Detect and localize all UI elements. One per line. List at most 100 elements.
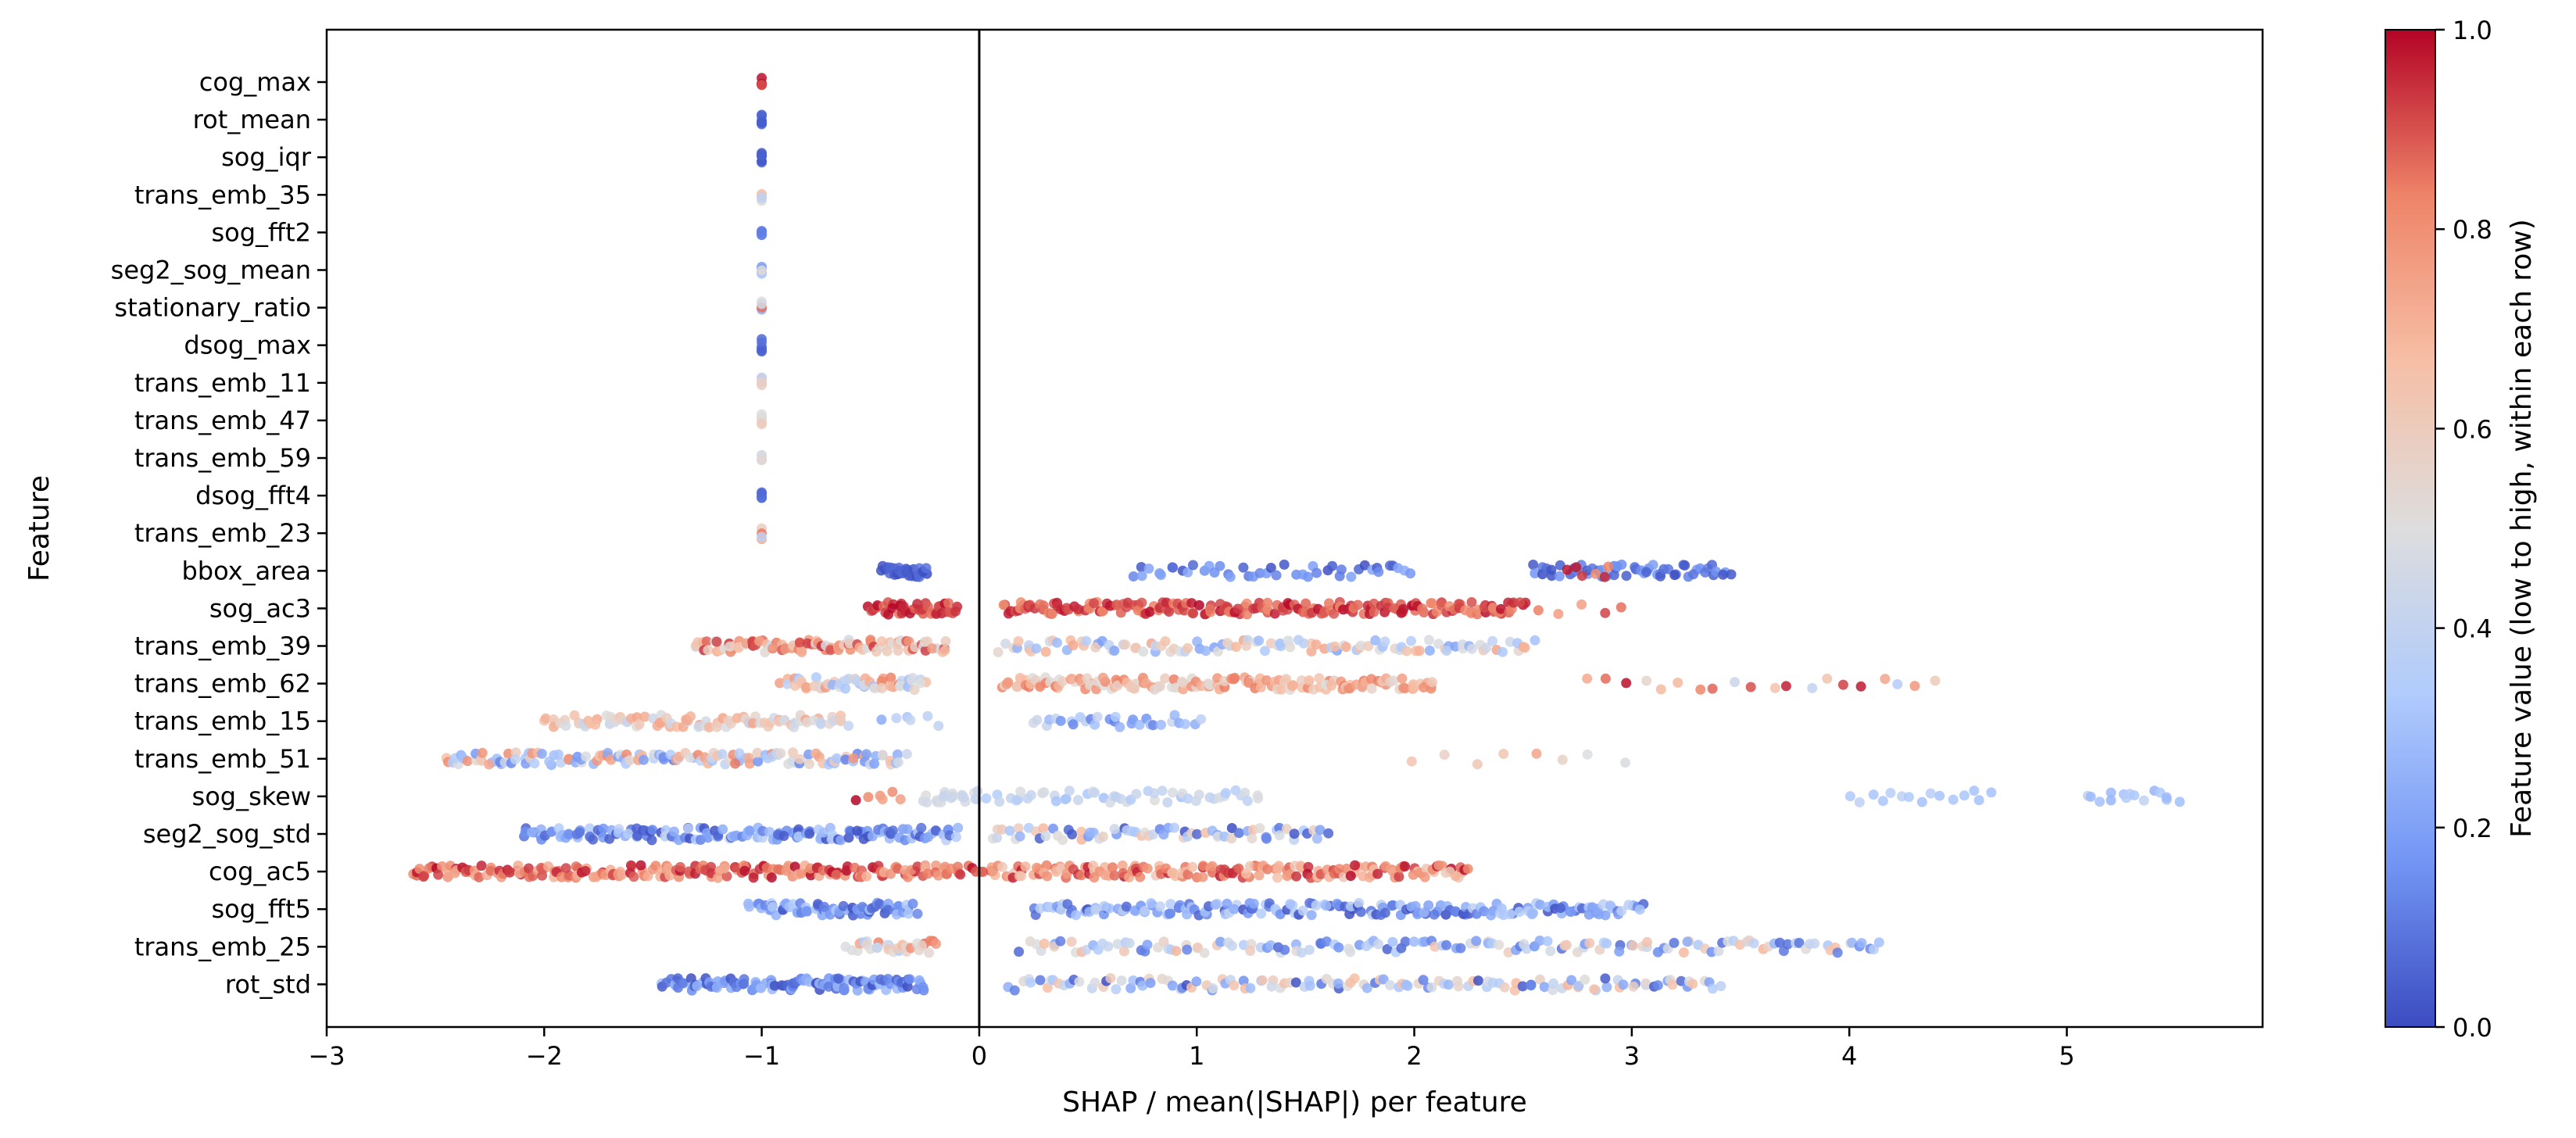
data-point-sog_ac3: [1368, 607, 1379, 617]
data-point-cog_ac5: [1372, 868, 1383, 879]
data-point-trans_emb_39: [1285, 642, 1296, 653]
data-point-sog_ac3: [1600, 607, 1611, 618]
data-point-rot_std: [1125, 982, 1136, 993]
data-point-cog_ac5: [1135, 871, 1146, 882]
data-point-sog_ac3: [1454, 599, 1465, 610]
data-point-sog_fft5: [1090, 904, 1101, 915]
data-point-trans_emb_39: [940, 636, 951, 646]
feature-label-sog_fft5: sog_fft5: [211, 894, 311, 924]
data-point-trans_emb_59: [757, 455, 767, 465]
data-point-trans_emb_25: [1847, 937, 1858, 948]
data-point-rot_std: [1652, 980, 1663, 991]
data-point-trans_emb_25: [1345, 947, 1356, 957]
data-point-trans_emb_62: [1641, 675, 1652, 686]
data-point-trans_emb_23: [757, 531, 767, 542]
data-point-rot_std: [1290, 977, 1301, 988]
data-point-rot_std: [904, 974, 915, 985]
data-point-sog_skew: [1986, 787, 1997, 798]
data-point-trans_emb_51: [503, 748, 513, 759]
data-point-sog_skew: [887, 786, 898, 797]
data-point-trans_emb_25: [1614, 946, 1625, 957]
data-point-trans_emb_51: [893, 757, 903, 768]
data-point-trans_emb_15: [540, 713, 551, 724]
colorbar-tick-label: 0.6: [2453, 414, 2492, 444]
data-point-seg2_sog_std: [916, 822, 927, 833]
data-point-bbox_area: [1562, 564, 1572, 575]
data-point-trans_emb_62: [915, 678, 926, 689]
data-point-sog_fft5: [1504, 909, 1515, 920]
data-point-rot_std: [677, 978, 688, 989]
data-point-sog_fft5: [1555, 903, 1566, 914]
data-point-seg2_sog_std: [683, 823, 694, 834]
data-point-sog_fft5: [1229, 904, 1240, 914]
data-point-sog_skew: [1220, 788, 1231, 799]
data-point-trans_emb_62: [907, 672, 918, 683]
data-point-trans_emb_25: [1873, 937, 1884, 948]
data-point-bbox_area: [1334, 571, 1345, 582]
feature-label-cog_ac5: cog_ac5: [209, 857, 311, 886]
data-point-rot_std: [1208, 983, 1218, 993]
data-point-trans_emb_39: [1254, 635, 1265, 646]
data-point-trans_emb_39: [1200, 646, 1211, 657]
feature-label-trans_emb_35: trans_emb_35: [134, 180, 311, 209]
data-point-cog_ac5: [1107, 862, 1118, 873]
data-point-bbox_area: [1188, 560, 1198, 571]
data-point-trans_emb_51: [892, 749, 903, 760]
data-point-trans_emb_15: [1068, 719, 1079, 730]
data-point-sog_ac3: [1515, 597, 1526, 608]
data-point-trans_emb_51: [477, 747, 488, 758]
data-point-trans_emb_15: [1032, 714, 1043, 725]
data-point-sog_fft5: [1306, 910, 1317, 921]
data-point-trans_emb_51: [639, 754, 649, 765]
data-point-trans_emb_51: [848, 753, 859, 764]
data-point-bbox_area: [1168, 562, 1179, 573]
data-point-trans_emb_25: [1142, 939, 1153, 950]
feature-label-trans_emb_59: trans_emb_59: [134, 443, 311, 473]
data-point-sog_ac3: [1576, 599, 1587, 610]
data-point-trans_emb_62: [1097, 672, 1108, 683]
data-point-trans_emb_62: [1398, 682, 1409, 693]
data-point-rot_std: [1167, 980, 1178, 991]
data-point-sog_skew: [1025, 789, 1036, 800]
data-point-seg2_sog_std: [729, 831, 740, 842]
data-point-sog_fft5: [838, 900, 849, 911]
x-axis-label: SHAP / mean(|SHAP|) per feature: [1062, 1086, 1527, 1118]
data-point-bbox_area: [1641, 567, 1652, 578]
data-point-rot_std: [1452, 975, 1462, 986]
data-point-rot_std: [1548, 978, 1558, 989]
data-point-trans_emb_62: [1909, 681, 1920, 692]
data-point-trans_emb_25: [1192, 942, 1203, 953]
data-point-trans_emb_51: [624, 755, 635, 766]
data-point-cog_ac5: [674, 861, 685, 872]
feature-label-trans_emb_62: trans_emb_62: [134, 669, 311, 699]
data-point-sog_fft5: [1565, 907, 1576, 917]
data-point-trans_emb_25: [1112, 939, 1123, 950]
x-tick-label: 1: [1189, 1041, 1204, 1071]
data-point-trans_emb_51: [788, 747, 798, 758]
data-point-rot_std: [1333, 978, 1343, 989]
data-point-trans_emb_15: [1092, 711, 1103, 722]
data-point-rot_mean: [757, 109, 767, 120]
data-point-trans_emb_62: [1314, 673, 1325, 684]
data-point-trans_emb_25: [1494, 939, 1504, 950]
data-point-bbox_area: [1590, 568, 1601, 579]
data-point-trans_emb_39: [876, 636, 887, 647]
data-point-trans_emb_25: [1182, 944, 1193, 955]
data-point-trans_emb_15: [835, 716, 846, 727]
data-point-seg2_sog_std: [852, 825, 863, 836]
data-point-trans_emb_25: [1561, 939, 1572, 950]
data-point-seg2_sog_std: [1169, 822, 1180, 833]
data-point-sog_skew: [1064, 786, 1075, 796]
data-point-trans_emb_39: [1260, 646, 1270, 657]
data-point-cog_ac5: [1400, 861, 1411, 871]
data-point-trans_emb_15: [1147, 720, 1158, 731]
data-point-bbox_area: [1405, 568, 1416, 579]
data-point-rot_std: [918, 982, 928, 993]
data-point-sog_skew: [1844, 791, 1855, 802]
data-point-sog_skew: [1969, 786, 1980, 796]
data-point-bbox_area: [1576, 571, 1587, 582]
data-point-trans_emb_39: [1441, 646, 1452, 656]
data-point-seg2_sog_std: [835, 835, 846, 846]
data-point-trans_emb_25: [1400, 936, 1411, 947]
data-point-rot_std: [1191, 976, 1202, 987]
